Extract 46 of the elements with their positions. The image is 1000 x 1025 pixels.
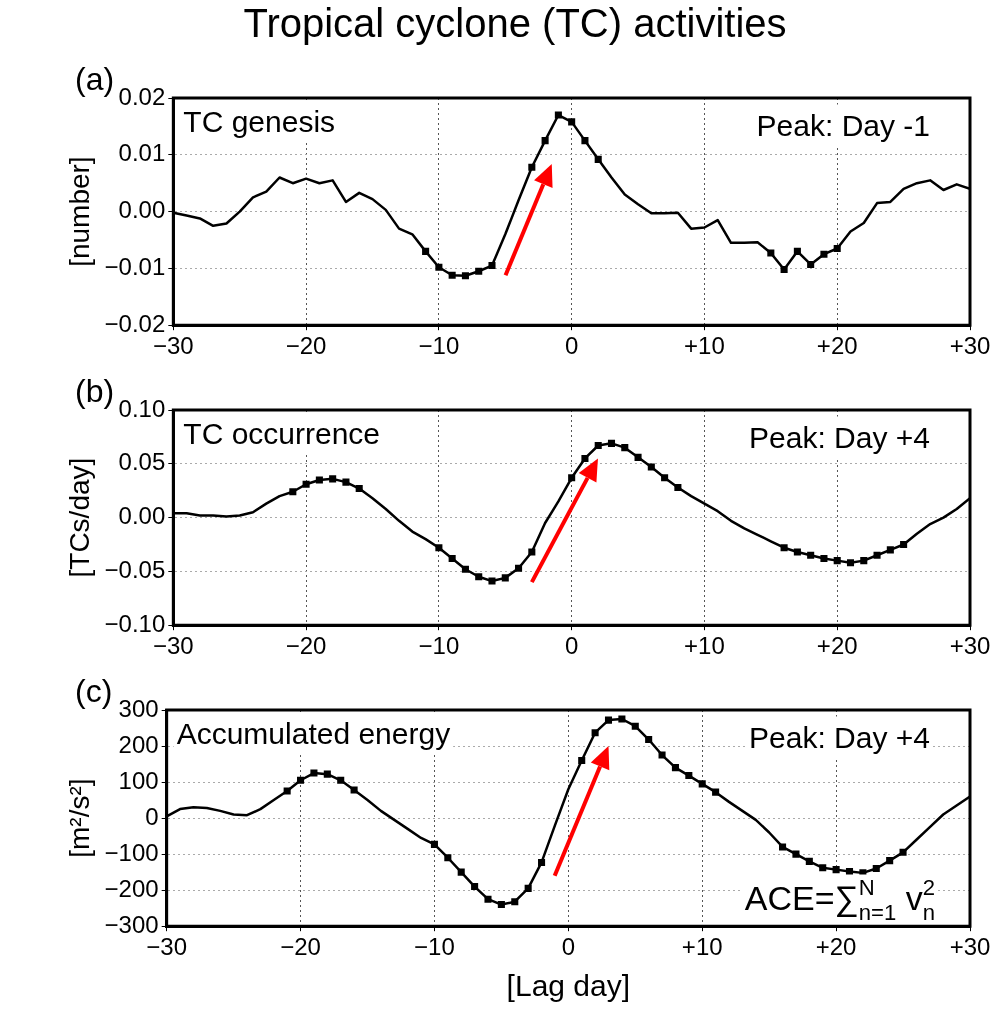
x-tick-label: +20 [816,632,858,660]
x-tick-label: +30 [949,933,991,961]
y-tick-label: 0.02 [118,82,166,110]
annotation: TC occurrence [183,417,381,450]
x-tick-label: 0 [564,332,579,360]
x-tick-label: 0 [561,933,576,961]
y-tick-label: 300 [118,694,159,722]
annotation: Peak: Day +4 [749,721,930,754]
y-axis-title: [TCs/day] [63,457,95,578]
y-tick-label: 0.01 [118,139,166,167]
y-tick-label: 100 [118,766,159,794]
y-axis-title: [m²/s²] [63,778,95,858]
x-tick-label: −20 [285,332,327,360]
y-tick-label: −0.01 [104,253,166,281]
x-tick-label: +10 [684,632,725,660]
x-tick-label: +10 [681,933,723,961]
y-tick-label: 0.10 [118,394,166,422]
y-tick-label: 0.00 [118,502,166,530]
annotation: Peak: Day -1 [756,109,931,142]
x-tick-label: +10 [684,332,725,360]
x-tick-label: +20 [815,933,857,961]
y-tick-label: 200 [118,730,159,758]
x-axis-title: [Lag day] [506,969,631,1003]
y-tick-label: 0 [145,802,159,830]
text: (b) [75,373,115,409]
y-tick-label: 0.05 [118,448,166,476]
y-axis-title: [number] [63,156,95,267]
x-tick-label: −10 [418,632,460,660]
annotation: Peak: Day +4 [749,421,930,454]
x-tick-label: −10 [414,933,455,961]
y-tick-label: −100 [104,838,159,866]
x-tick-label: +20 [816,332,858,360]
x-tick-label: −20 [285,632,327,660]
y-tick-label: −200 [104,874,159,902]
text: (c) [75,673,113,709]
text: (a) [75,61,115,97]
x-tick-label: 0 [564,632,579,660]
annotation: Accumulated energy [176,717,451,750]
annotation: TC genesis [183,105,336,138]
x-tick-label: −10 [418,332,460,360]
x-tick-label: +30 [949,332,991,360]
y-tick-label: −0.05 [104,556,166,584]
x-tick-label: +30 [949,632,991,660]
chart-title: Tropical cyclone (TC) activities [243,1,787,46]
x-tick-label: −20 [280,933,321,961]
y-tick-label: 0.00 [118,196,166,224]
